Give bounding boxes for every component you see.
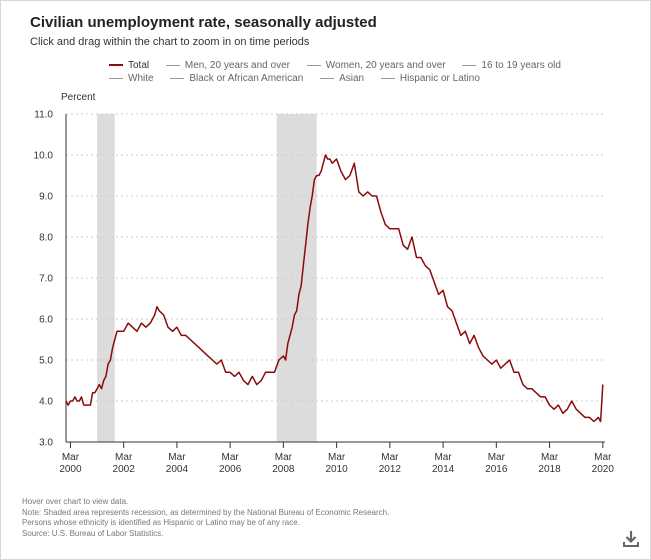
x-tick-year: 2000 (59, 464, 82, 475)
line-chart[interactable]: 3.04.05.06.07.08.09.010.011.0Mar2000Mar2… (1, 1, 650, 481)
x-tick-month: Mar (488, 452, 506, 463)
legend-item-women[interactable]: Women, 20 years and over (306, 60, 446, 71)
legend-swatch (165, 65, 180, 66)
legend-row-2: White Black or African American Asian Hi… (109, 71, 494, 84)
x-tick-month: Mar (381, 452, 399, 463)
y-tick-label: 4.0 (39, 397, 53, 408)
note-source: Source: U.S. Bureau of Labor Statistics. (22, 528, 164, 538)
legend-item-black[interactable]: Black or African American (170, 73, 303, 84)
legend-swatch (306, 65, 321, 66)
legend-swatch (462, 65, 477, 66)
legend-label: 16 to 19 years old (481, 60, 561, 71)
chart-notes: Hover over chart to view data. Note: Sha… (22, 497, 389, 539)
series-layer (65, 154, 604, 423)
note-hover: Hover over chart to view data. (22, 497, 129, 506)
note-ethnicity: Persons whose ethnicity is identified as… (22, 518, 300, 527)
x-tick-year: 2014 (432, 464, 455, 475)
y-tick-label: 6.0 (39, 315, 53, 326)
legend-label: White (128, 73, 154, 84)
y-tick-label: 8.0 (39, 233, 53, 244)
legend-label: Asian (339, 73, 365, 84)
x-tick-year: 2004 (166, 464, 189, 475)
x-tick-month: Mar (222, 452, 240, 463)
y-tick-label: 11.0 (34, 110, 53, 121)
x-tick-month: Mar (541, 452, 559, 463)
chart-subtitle: Click and drag within the chart to zoom … (30, 36, 310, 48)
legend-item-white[interactable]: White (109, 73, 154, 84)
x-tick-month: Mar (328, 452, 346, 463)
legend-row-1: Total Men, 20 years and over Women, 20 y… (109, 58, 575, 71)
x-tick-month: Mar (168, 452, 186, 463)
y-tick-label: 3.0 (39, 438, 53, 449)
x-tick-year: 2020 (592, 464, 615, 475)
x-tick-year: 2016 (485, 464, 508, 475)
x-tick-month: Mar (594, 452, 612, 463)
y-tick-label: 7.0 (39, 274, 53, 285)
legend-label: Total (128, 59, 150, 71)
legend-item-men[interactable]: Men, 20 years and over (165, 60, 290, 71)
chart-title: Civilian unemployment rate, seasonally a… (30, 14, 377, 31)
x-tick-month: Mar (434, 452, 452, 463)
x-tick-month: Mar (275, 452, 293, 463)
series-line-total (65, 154, 604, 423)
legend-item-hispanic[interactable]: Hispanic or Latino (380, 73, 480, 84)
legend-label: Hispanic or Latino (399, 73, 480, 84)
x-tick-year: 2008 (272, 464, 295, 475)
x-tick-year: 2006 (219, 464, 242, 475)
x-tick-month: Mar (62, 452, 80, 463)
legend-label: Black or African American (189, 73, 304, 84)
legend-label: Men, 20 years and over (184, 60, 290, 71)
y-tick-label: 10.0 (34, 151, 54, 162)
y-tick-label: 9.0 (39, 192, 53, 203)
legend-label: Women, 20 years and over (325, 60, 446, 71)
note-recession: Note: Shaded area represents recession, … (22, 507, 390, 517)
x-tick-year: 2002 (113, 464, 136, 475)
legend-swatch (380, 78, 395, 79)
legend-item-asian[interactable]: Asian (320, 73, 364, 84)
legend-item-teens[interactable]: 16 to 19 years old (462, 60, 561, 71)
x-tick-year: 2010 (325, 464, 348, 475)
legend-swatch (109, 78, 123, 79)
axis-layer: 3.04.05.06.07.08.09.010.011.0Mar2000Mar2… (34, 110, 615, 476)
y-axis-label: Percent (61, 92, 96, 103)
y-tick-label: 5.0 (39, 356, 53, 367)
legend-swatch (320, 78, 335, 79)
legend-swatch (170, 78, 185, 79)
grid-layer (66, 113, 605, 443)
x-tick-year: 2012 (379, 464, 402, 475)
x-tick-month: Mar (115, 452, 133, 463)
x-tick-year: 2018 (538, 464, 561, 475)
download-icon[interactable] (621, 529, 641, 549)
legend-swatch (109, 64, 123, 66)
legend-item-total[interactable]: Total (109, 60, 149, 71)
